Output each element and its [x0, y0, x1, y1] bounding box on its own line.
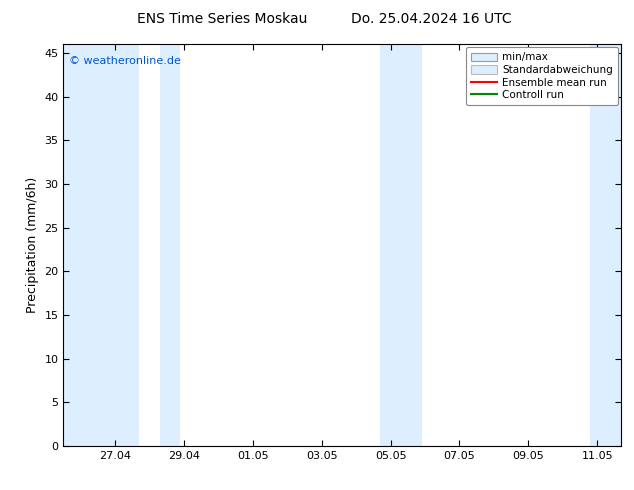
Bar	[380, 44, 422, 446]
Text: © weatheronline.de: © weatheronline.de	[69, 56, 181, 66]
Bar	[63, 44, 139, 446]
Text: ENS Time Series Moskau: ENS Time Series Moskau	[137, 12, 307, 26]
Legend: min/max, Standardabweichung, Ensemble mean run, Controll run: min/max, Standardabweichung, Ensemble me…	[466, 47, 618, 105]
Bar	[160, 44, 181, 446]
Y-axis label: Precipitation (mm/6h): Precipitation (mm/6h)	[26, 177, 39, 313]
Bar	[590, 44, 621, 446]
Text: Do. 25.04.2024 16 UTC: Do. 25.04.2024 16 UTC	[351, 12, 512, 26]
